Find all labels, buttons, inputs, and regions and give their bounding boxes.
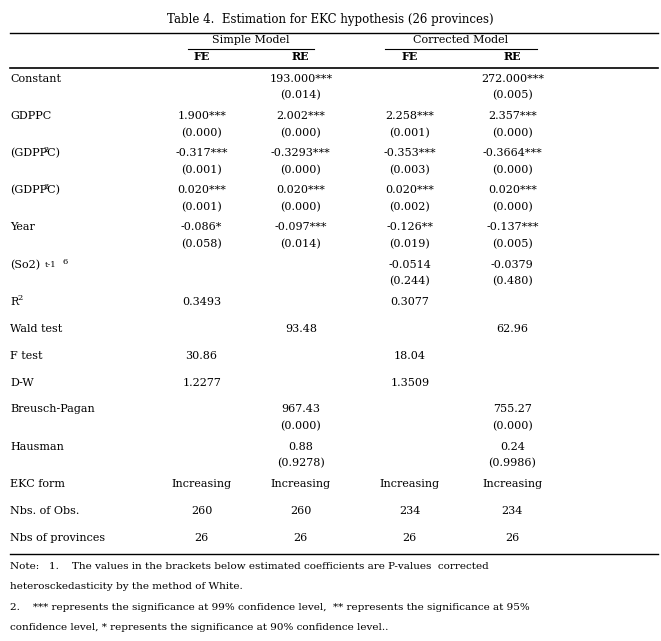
Text: Note:   1.    The values in the brackets below estimated coefficients are P-valu: Note: 1. The values in the brackets belo… [10,562,488,570]
Text: (0.9278): (0.9278) [277,458,325,469]
Text: -0.137***: -0.137*** [486,222,539,233]
Text: Increasing: Increasing [380,479,440,489]
Text: -0.353***: -0.353*** [383,148,436,158]
Text: 6: 6 [62,258,67,266]
Text: (0.9986): (0.9986) [488,458,536,469]
Text: 2.    *** represents the significance at 99% confidence level,  ** represents th: 2. *** represents the significance at 99… [10,603,529,612]
Text: Hausman: Hausman [10,442,64,452]
Text: 62.96: 62.96 [496,324,528,334]
Text: R: R [10,297,18,307]
Text: (0.000): (0.000) [492,165,533,175]
Text: (0.000): (0.000) [280,421,321,431]
Text: (0.000): (0.000) [280,165,321,175]
Text: 26: 26 [403,533,417,543]
Text: (0.002): (0.002) [389,202,430,212]
Text: (0.000): (0.000) [492,202,533,212]
Text: (0.000): (0.000) [492,128,533,138]
Text: GDPPC: GDPPC [10,111,51,121]
Text: 26: 26 [194,533,209,543]
Text: heterosckedasticity by the method of White.: heterosckedasticity by the method of Whi… [10,582,243,591]
Text: Wald test: Wald test [10,324,62,334]
Text: -0.317***: -0.317*** [175,148,228,158]
Text: 0.24: 0.24 [500,442,525,452]
Text: (0.019): (0.019) [389,239,430,249]
Text: (0.000): (0.000) [181,128,222,138]
Text: 0.020***: 0.020*** [177,185,226,196]
Text: 272.000***: 272.000*** [481,74,544,84]
Text: FE: FE [402,51,418,62]
Text: 2: 2 [44,146,48,153]
Text: 0.020***: 0.020*** [488,185,537,196]
Text: Increasing: Increasing [271,479,330,489]
Text: 0.3077: 0.3077 [391,297,429,307]
Text: (GDPPC): (GDPPC) [10,185,60,196]
Text: 30.86: 30.86 [186,351,217,361]
Text: Corrected Model: Corrected Model [414,35,508,46]
Text: (0.058): (0.058) [181,239,222,249]
Text: RE: RE [504,51,521,62]
Text: -0.086*: -0.086* [181,222,222,233]
Text: 1.3509: 1.3509 [390,378,430,388]
Text: 1.2277: 1.2277 [182,378,221,388]
Text: 0.020***: 0.020*** [385,185,434,196]
Text: -0.3293***: -0.3293*** [271,148,330,158]
Text: 967.43: 967.43 [281,404,321,415]
Text: Table 4.  Estimation for EKC hypothesis (26 provinces): Table 4. Estimation for EKC hypothesis (… [167,13,494,26]
Text: Increasing: Increasing [172,479,231,489]
Text: Year: Year [10,222,35,233]
Text: 18.04: 18.04 [394,351,426,361]
Text: 2.357***: 2.357*** [488,111,537,121]
Text: (0.480): (0.480) [492,276,533,287]
Text: 26: 26 [505,533,520,543]
Text: (0.014): (0.014) [280,90,321,101]
Text: 260: 260 [290,506,311,516]
Text: 93.48: 93.48 [285,324,317,334]
Text: Increasing: Increasing [483,479,542,489]
Text: (0.001): (0.001) [181,202,222,212]
Text: Nbs. of Obs.: Nbs. of Obs. [10,506,79,516]
Text: (0.000): (0.000) [280,128,321,138]
Text: (0.005): (0.005) [492,90,533,101]
Text: 2.002***: 2.002*** [276,111,325,121]
Text: -0.0514: -0.0514 [389,260,431,270]
Text: confidence level, * represents the significance at 90% confidence level..: confidence level, * represents the signi… [10,623,388,632]
Text: 1.900***: 1.900*** [177,111,226,121]
Text: 234: 234 [399,506,420,516]
Text: 193.000***: 193.000*** [269,74,332,84]
Text: Nbs of provinces: Nbs of provinces [10,533,105,543]
Text: FE: FE [194,51,210,62]
Text: 26: 26 [293,533,308,543]
Text: 3: 3 [44,183,49,190]
Text: Simple Model: Simple Model [212,35,290,46]
Text: (0.001): (0.001) [181,165,222,175]
Text: -0.3664***: -0.3664*** [483,148,542,158]
Text: (GDPPC): (GDPPC) [10,148,60,158]
Text: 234: 234 [502,506,523,516]
Text: 755.27: 755.27 [493,404,531,415]
Text: -0.097***: -0.097*** [274,222,327,233]
Text: (0.000): (0.000) [280,202,321,212]
Text: (0.003): (0.003) [389,165,430,175]
Text: (So2): (So2) [10,260,40,270]
Text: 0.3493: 0.3493 [182,297,221,307]
Text: -0.0379: -0.0379 [491,260,533,270]
Text: 0.020***: 0.020*** [276,185,325,196]
Text: t-1: t-1 [44,261,56,269]
Text: 260: 260 [191,506,212,516]
Text: -0.126**: -0.126** [386,222,434,233]
Text: D-W: D-W [10,378,34,388]
Text: (0.001): (0.001) [389,128,430,138]
Text: 0.88: 0.88 [288,442,313,452]
Text: 2.258***: 2.258*** [385,111,434,121]
Text: Constant: Constant [10,74,61,84]
Text: F test: F test [10,351,42,361]
Text: (0.000): (0.000) [492,421,533,431]
Text: 2: 2 [18,294,22,302]
Text: (0.014): (0.014) [280,239,321,249]
Text: Breusch-Pagan: Breusch-Pagan [10,404,95,415]
Text: (0.244): (0.244) [389,276,430,287]
Text: RE: RE [292,51,309,62]
Text: (0.005): (0.005) [492,239,533,249]
Text: EKC form: EKC form [10,479,65,489]
